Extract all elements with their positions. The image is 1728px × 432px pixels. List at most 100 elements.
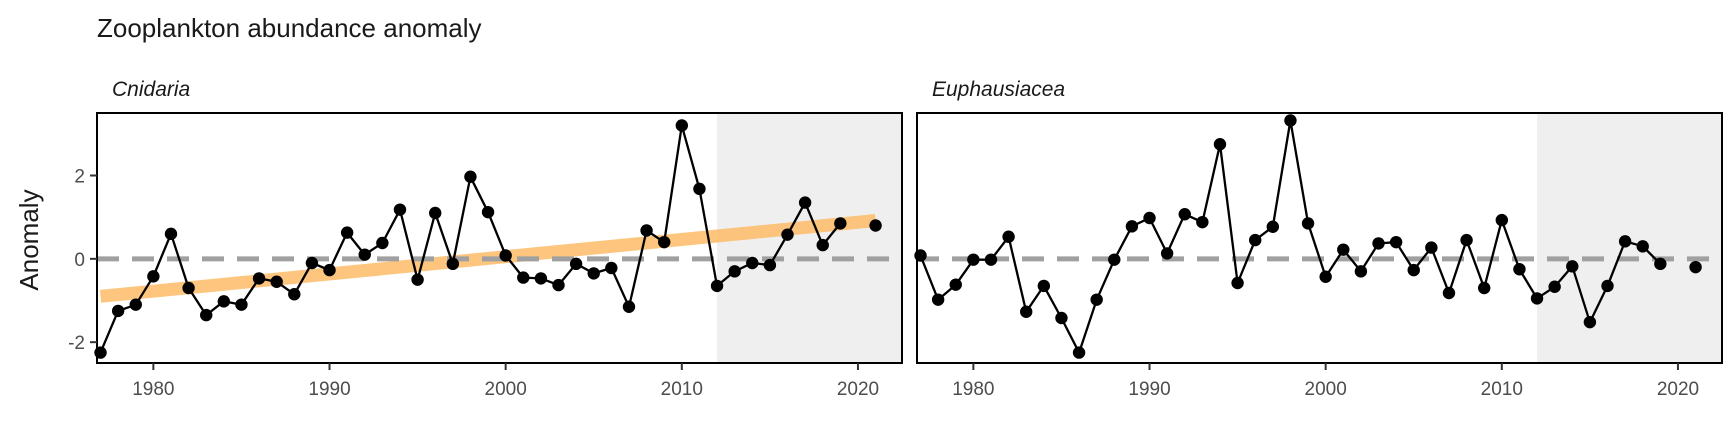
x-tick-label: 2000 xyxy=(485,379,527,400)
data-point xyxy=(763,258,777,272)
panel-border xyxy=(96,112,903,364)
data-point xyxy=(1601,279,1614,293)
data-point xyxy=(1108,253,1121,266)
data-point xyxy=(781,228,794,241)
x-tick-label: 2020 xyxy=(837,379,879,400)
data-point xyxy=(1072,346,1086,359)
data-point xyxy=(1284,114,1297,127)
data-point xyxy=(834,217,847,230)
data-point xyxy=(1337,243,1350,256)
data-point xyxy=(1002,230,1015,243)
data-point xyxy=(1301,217,1315,230)
data-point xyxy=(605,261,618,275)
data-point xyxy=(693,182,706,196)
data-point xyxy=(816,238,829,252)
data-point xyxy=(1548,280,1561,293)
panel-border xyxy=(916,112,1723,364)
x-tick-label: 1980 xyxy=(132,379,174,400)
x-tick-label: 2010 xyxy=(661,379,703,400)
data-point xyxy=(376,236,389,250)
data-point xyxy=(411,273,424,286)
data-point xyxy=(481,205,495,219)
data-point xyxy=(1266,220,1280,233)
data-point xyxy=(869,219,882,232)
data-point xyxy=(1583,315,1597,329)
x-tick-label: 2010 xyxy=(1481,379,1523,400)
data-point xyxy=(622,300,636,313)
data-point xyxy=(1477,281,1491,295)
data-point xyxy=(200,308,213,322)
data-point xyxy=(1213,138,1227,151)
data-point xyxy=(1425,241,1438,254)
data-point xyxy=(182,281,195,295)
data-point xyxy=(1143,211,1156,225)
data-point xyxy=(217,295,231,308)
data-point xyxy=(429,206,442,220)
panels: Cnidaria 1980 1990 2000 2010 2020 -2 0 2 Euphausi… xyxy=(68,78,1723,400)
data-point xyxy=(358,248,371,261)
data-point xyxy=(288,288,301,301)
data-point xyxy=(552,278,565,292)
data-point xyxy=(746,256,759,270)
data-point xyxy=(1249,233,1262,247)
panel-title: Euphausiacea xyxy=(932,78,1065,101)
data-point xyxy=(111,304,125,318)
data-point xyxy=(587,267,600,280)
x-tick-label: 1980 xyxy=(952,379,994,400)
data-point xyxy=(129,298,142,311)
data-point xyxy=(1689,260,1702,274)
data-point xyxy=(569,257,583,271)
data-point xyxy=(464,170,477,183)
data-point xyxy=(1389,235,1403,249)
data-point xyxy=(1160,247,1174,260)
data-point xyxy=(1354,265,1368,278)
chart-title: Zooplankton abundance anomaly xyxy=(97,13,482,43)
data-point xyxy=(1090,293,1103,306)
data-point xyxy=(323,263,336,277)
data-point xyxy=(657,235,671,249)
data-point xyxy=(931,293,945,306)
data-point xyxy=(798,196,812,209)
y-axis-label: Anomaly xyxy=(14,189,44,290)
data-point xyxy=(1055,311,1068,325)
data-point xyxy=(1037,279,1051,293)
x-tick-label: 2000 xyxy=(1305,379,1347,400)
data-point xyxy=(949,278,962,291)
y-tick-label: 0 xyxy=(74,250,85,271)
x-tick-label: 1990 xyxy=(1128,379,1170,400)
data-point xyxy=(446,257,460,271)
data-point xyxy=(252,272,266,285)
data-point xyxy=(340,226,354,239)
data-point xyxy=(1196,215,1209,229)
panel-cnidaria: Cnidaria 1980 1990 2000 2010 2020 -2 0 2 xyxy=(68,78,903,400)
data-point xyxy=(710,279,724,293)
data-point xyxy=(534,272,548,285)
x-tick-label: 1990 xyxy=(308,379,350,400)
data-point xyxy=(1513,263,1526,276)
y-tick-label: -2 xyxy=(68,333,85,354)
data-point xyxy=(675,119,689,132)
data-point xyxy=(1442,286,1456,300)
data-point xyxy=(967,253,980,266)
data-point xyxy=(393,203,407,216)
data-point xyxy=(984,253,998,266)
data-point xyxy=(147,270,160,283)
data-point xyxy=(1372,237,1385,250)
data-point xyxy=(1460,233,1473,247)
data-point xyxy=(1178,208,1191,221)
data-point xyxy=(270,275,283,288)
data-point xyxy=(1530,292,1544,305)
data-point xyxy=(305,256,319,270)
y-tick-label: 2 xyxy=(74,167,85,188)
data-point xyxy=(1319,270,1332,283)
panel-euphausiacea: Euphausiacea 1980 1990 2000 2010 2020 xyxy=(914,78,1723,400)
data-point xyxy=(164,227,178,241)
data-point xyxy=(1407,263,1420,277)
data-point xyxy=(235,298,248,311)
data-point xyxy=(1566,260,1579,273)
panel-title: Cnidaria xyxy=(112,78,190,101)
data-point xyxy=(1125,220,1139,233)
data-point xyxy=(1231,276,1244,290)
data-point xyxy=(1618,235,1632,248)
